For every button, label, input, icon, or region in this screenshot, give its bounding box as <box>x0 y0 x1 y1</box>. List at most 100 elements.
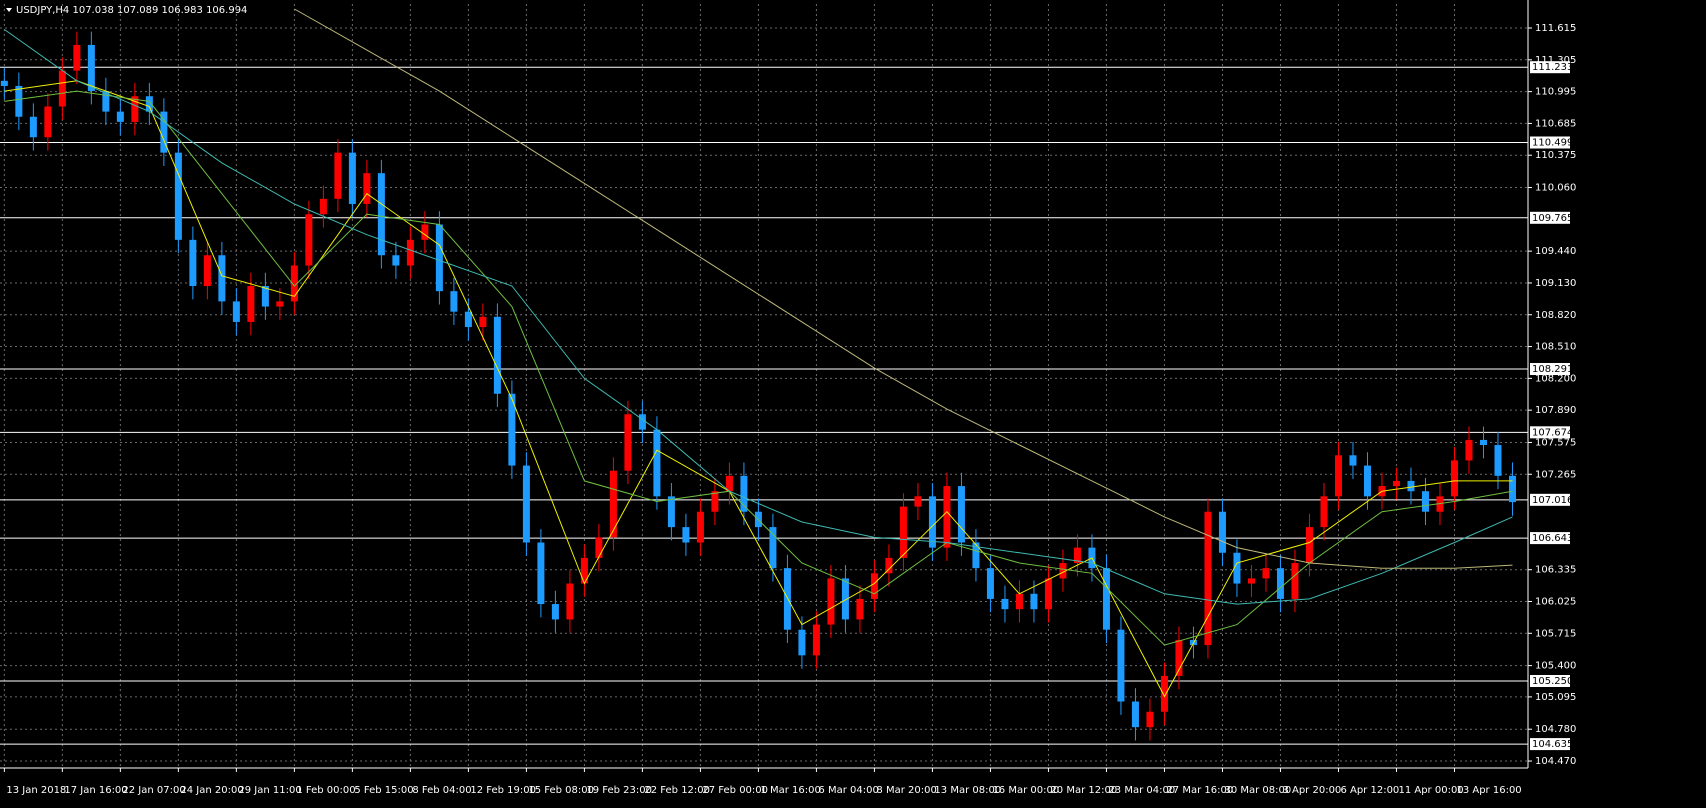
y-tick-label: 110.685 <box>1535 118 1576 129</box>
x-tick-label: 6 Apr 12:00 <box>1340 785 1399 796</box>
level-label: 105.250 <box>1532 676 1573 687</box>
candle-body <box>914 496 922 507</box>
candle-body <box>1479 439 1487 446</box>
candle-body <box>131 96 139 122</box>
candle-body <box>1175 639 1183 676</box>
candle-body <box>1508 475 1516 503</box>
candle-body <box>1407 480 1415 492</box>
y-tick-label: 110.995 <box>1535 87 1576 98</box>
candle-body <box>160 111 168 153</box>
candle-body <box>1450 460 1458 497</box>
candle-body <box>899 506 907 558</box>
symbol-menu-icon[interactable] <box>6 8 12 12</box>
y-tick-label: 106.335 <box>1535 565 1576 576</box>
x-tick-label: 17 Jan 16:00 <box>64 785 127 796</box>
candle-body <box>566 583 574 620</box>
candle-body <box>58 70 66 107</box>
level-label: 104.635 <box>1532 739 1573 750</box>
candle-body <box>87 44 95 92</box>
level-label-box <box>1530 675 1570 688</box>
candle-body <box>319 198 327 215</box>
candle-body <box>769 527 777 569</box>
moving-average <box>294 8 1513 569</box>
level-label: 106.643 <box>1532 533 1573 544</box>
candle-body <box>290 265 298 302</box>
candle-body <box>943 486 951 548</box>
candle-body <box>1233 552 1241 584</box>
x-tick-label: 1 Feb 00:00 <box>296 785 355 796</box>
candle-body <box>1494 445 1502 476</box>
candle-body <box>479 316 487 328</box>
candle-body <box>305 214 313 266</box>
candle-body <box>609 470 617 538</box>
x-tick-label: 22 Feb 12:00 <box>644 785 710 796</box>
x-tick-label: 8 Mar 20:00 <box>876 785 936 796</box>
x-tick-label: 5 Feb 15:00 <box>354 785 413 796</box>
candle-body <box>1073 547 1081 564</box>
candle-body <box>334 152 342 199</box>
candle-body <box>1363 465 1371 497</box>
candle-body <box>986 568 994 599</box>
x-tick-label: 27 Mar 16:00 <box>1166 785 1233 796</box>
candle-body <box>1421 491 1429 512</box>
candle-body <box>682 527 690 543</box>
y-tick-label: 104.470 <box>1535 756 1576 767</box>
candle-body <box>624 414 632 471</box>
level-label: 109.765 <box>1532 213 1573 224</box>
candle-body <box>421 224 429 240</box>
x-tick-label: 13 Jan 2018 <box>6 785 66 796</box>
candle-body <box>1247 578 1255 584</box>
candle-body <box>145 96 153 112</box>
x-tick-label: 8 Feb 04:00 <box>412 785 471 796</box>
candle-body <box>508 393 516 466</box>
candle-body <box>972 542 980 569</box>
candle-body <box>189 239 197 287</box>
candle-body <box>1291 563 1299 599</box>
level-label-box <box>1530 363 1570 376</box>
candle-body <box>1160 675 1168 712</box>
y-tick-label: 108.820 <box>1535 310 1576 321</box>
candle-body <box>218 255 226 302</box>
candle-body <box>435 224 443 292</box>
candle-body <box>392 255 400 266</box>
candle-body <box>1204 511 1212 646</box>
level-label: 107.016 <box>1532 495 1573 506</box>
candle-body <box>363 173 371 204</box>
chart-title: USDJPY,H4 107.038 107.089 106.983 106.99… <box>16 5 247 16</box>
y-tick-label: 109.440 <box>1535 246 1576 257</box>
candle-body <box>1320 496 1328 528</box>
candle-body <box>1349 455 1357 466</box>
candle-body <box>696 511 704 543</box>
level-label: 111.233 <box>1532 62 1573 73</box>
x-tick-label: 22 Jan 07:00 <box>122 785 185 796</box>
candle-body <box>1001 598 1009 610</box>
candle-body <box>232 301 240 322</box>
candle-body <box>740 475 748 512</box>
candle-body <box>464 311 472 328</box>
candle-body <box>1131 701 1139 728</box>
candle-body <box>595 537 603 558</box>
candle-body <box>493 316 501 394</box>
candle-body <box>203 255 211 287</box>
candle-body <box>1146 711 1154 728</box>
x-tick-label: 23 Mar 04:00 <box>1108 785 1175 796</box>
candle-body <box>450 291 458 312</box>
level-label-box <box>1530 136 1570 149</box>
x-tick-label: 16 Mar 00:00 <box>992 785 1059 796</box>
level-label-box <box>1530 211 1570 224</box>
candle-body <box>1334 455 1342 497</box>
y-tick-label: 108.510 <box>1535 342 1576 353</box>
candle-body <box>653 429 661 497</box>
x-tick-label: 19 Feb 23:00 <box>586 785 652 796</box>
x-tick-label: 13 Mar 08:00 <box>934 785 1001 796</box>
candle-body <box>725 475 733 492</box>
candle-body <box>1059 563 1067 579</box>
y-tick-label: 104.780 <box>1535 724 1576 735</box>
candle-body <box>812 624 820 656</box>
candle-body <box>522 465 530 543</box>
level-label-box <box>1530 532 1570 545</box>
candle-body <box>1015 593 1023 610</box>
x-tick-label: 12 Feb 19:00 <box>470 785 536 796</box>
